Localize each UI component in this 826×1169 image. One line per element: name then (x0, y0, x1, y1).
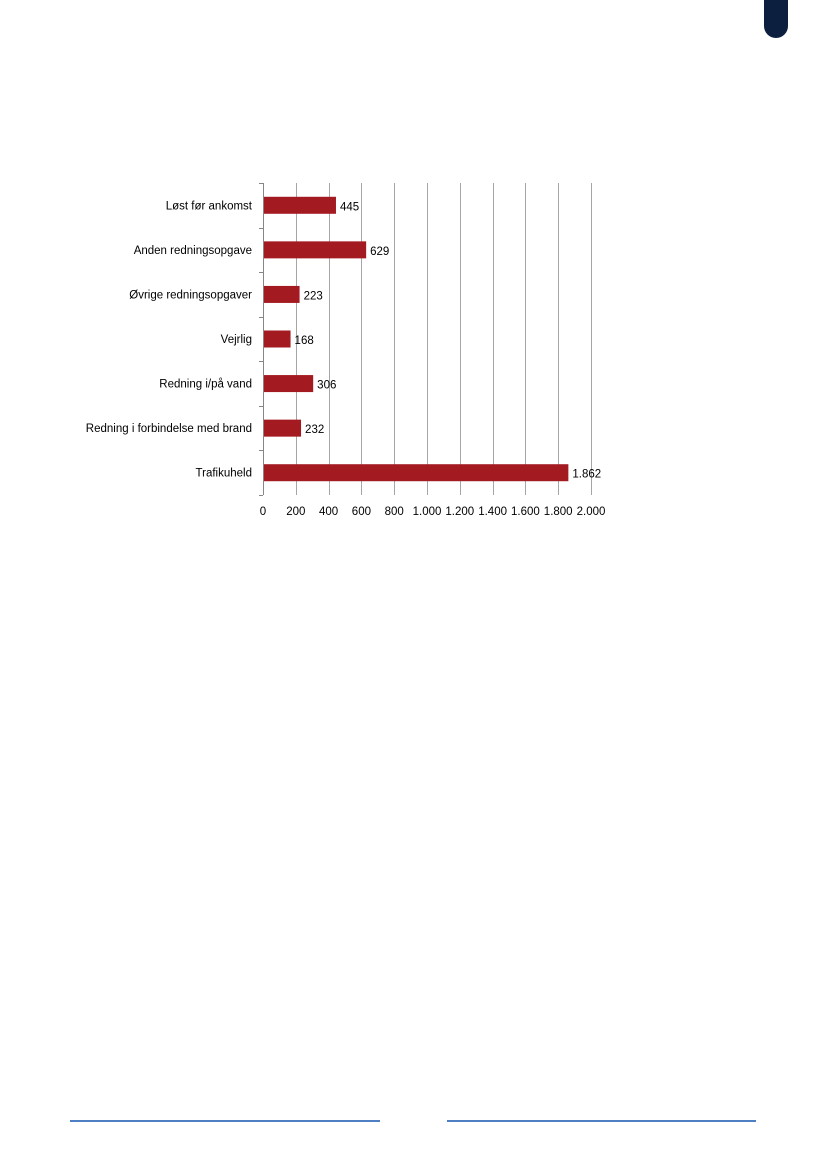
x-tick-label: 1.600 (511, 506, 540, 518)
bar (264, 285, 300, 303)
data-label: 232 (305, 424, 324, 436)
x-tick-label: 1.000 (413, 506, 442, 518)
x-tick-label: 2.000 (577, 506, 606, 518)
x-tick-label: 800 (385, 506, 404, 518)
x-tick-label: 400 (319, 506, 338, 518)
chart-axes (259, 183, 264, 496)
category-label: Vejrlig (221, 334, 252, 346)
data-label: 445 (340, 201, 359, 213)
chart-gridlines (296, 183, 592, 495)
bar-chart: 0 200 400 600 800 1.000 1.200 1.400 1.600 1.800 2.… (86, 183, 606, 518)
bar (264, 375, 314, 393)
data-label: 223 (304, 290, 323, 302)
data-label: 306 (317, 380, 336, 392)
category-label: Anden redningsopgave (134, 245, 252, 257)
x-tick-label: 0 (260, 506, 266, 518)
category-label: Redning i/på vand (159, 379, 252, 391)
category-label: Trafikuheld (196, 468, 252, 480)
x-tick-label: 600 (352, 506, 371, 518)
x-tick-label: 200 (286, 506, 305, 518)
bar (264, 419, 302, 437)
chart-labels: 0 200 400 600 800 1.000 1.200 1.400 1.600 1.800 2.… (86, 200, 606, 518)
bar (264, 196, 336, 214)
x-tick-label: 1.200 (445, 506, 474, 518)
page-corner-tab (764, 0, 788, 38)
footer-rule-left (70, 1120, 380, 1122)
chart-bars (264, 196, 569, 482)
category-label: Redning i forbindelse med brand (86, 423, 252, 435)
bar (264, 464, 569, 482)
category-label: Øvrige redningsopgaver (129, 289, 252, 301)
bar (264, 241, 367, 259)
x-tick-label: 1.400 (478, 506, 507, 518)
x-tick-label: 1.800 (544, 506, 573, 518)
category-label: Løst før ankomst (166, 200, 253, 212)
data-label: 629 (370, 246, 389, 258)
data-label: 1.862 (572, 469, 601, 481)
bar (264, 330, 291, 348)
data-label: 168 (295, 335, 314, 347)
footer-rule-right (447, 1120, 756, 1122)
